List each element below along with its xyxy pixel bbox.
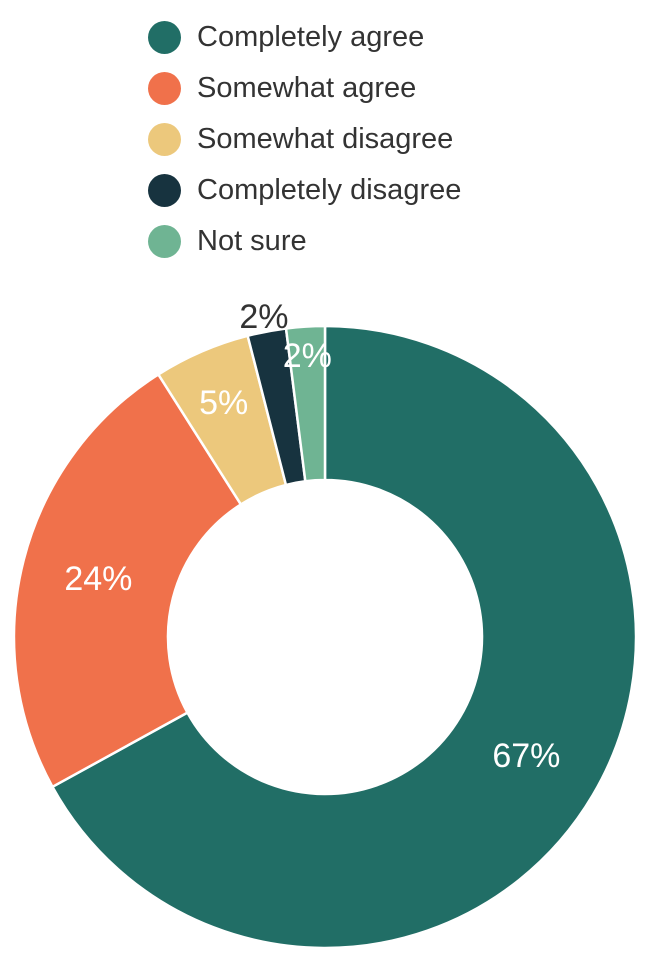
legend-swatch-icon: [148, 72, 181, 105]
legend-item-completely-agree: Completely agree: [148, 12, 461, 63]
legend-swatch-icon: [148, 21, 181, 54]
legend-label: Somewhat disagree: [197, 123, 454, 155]
legend-swatch-icon: [148, 123, 181, 156]
legend-label: Completely agree: [197, 21, 425, 53]
legend-item-somewhat-agree: Somewhat agree: [148, 63, 461, 114]
legend-label: Completely disagree: [197, 174, 462, 206]
slice-label-completely-disagree: 2%: [239, 298, 288, 336]
legend-swatch-icon: [148, 225, 181, 258]
legend-label: Not sure: [197, 225, 307, 257]
slice-label-somewhat-agree: 24%: [64, 560, 132, 598]
legend-item-not-sure: Not sure: [148, 216, 461, 267]
pie-slice-not-sure: [284, 324, 327, 483]
pie-slice-completely-agree: [50, 324, 638, 950]
legend-label: Somewhat agree: [197, 72, 417, 104]
slice-label-not-sure: 2%: [283, 337, 332, 375]
legend-item-somewhat-disagree: Somewhat disagree: [148, 114, 461, 165]
legend: Completely agree Somewhat agree Somewhat d…: [148, 12, 461, 267]
slice-label-somewhat-disagree: 5%: [199, 384, 248, 422]
legend-item-completely-disagree: Completely disagree: [148, 165, 461, 216]
slice-label-completely-agree: 67%: [492, 737, 560, 775]
legend-swatch-icon: [148, 174, 181, 207]
pie-slice-somewhat-agree: [12, 372, 243, 789]
